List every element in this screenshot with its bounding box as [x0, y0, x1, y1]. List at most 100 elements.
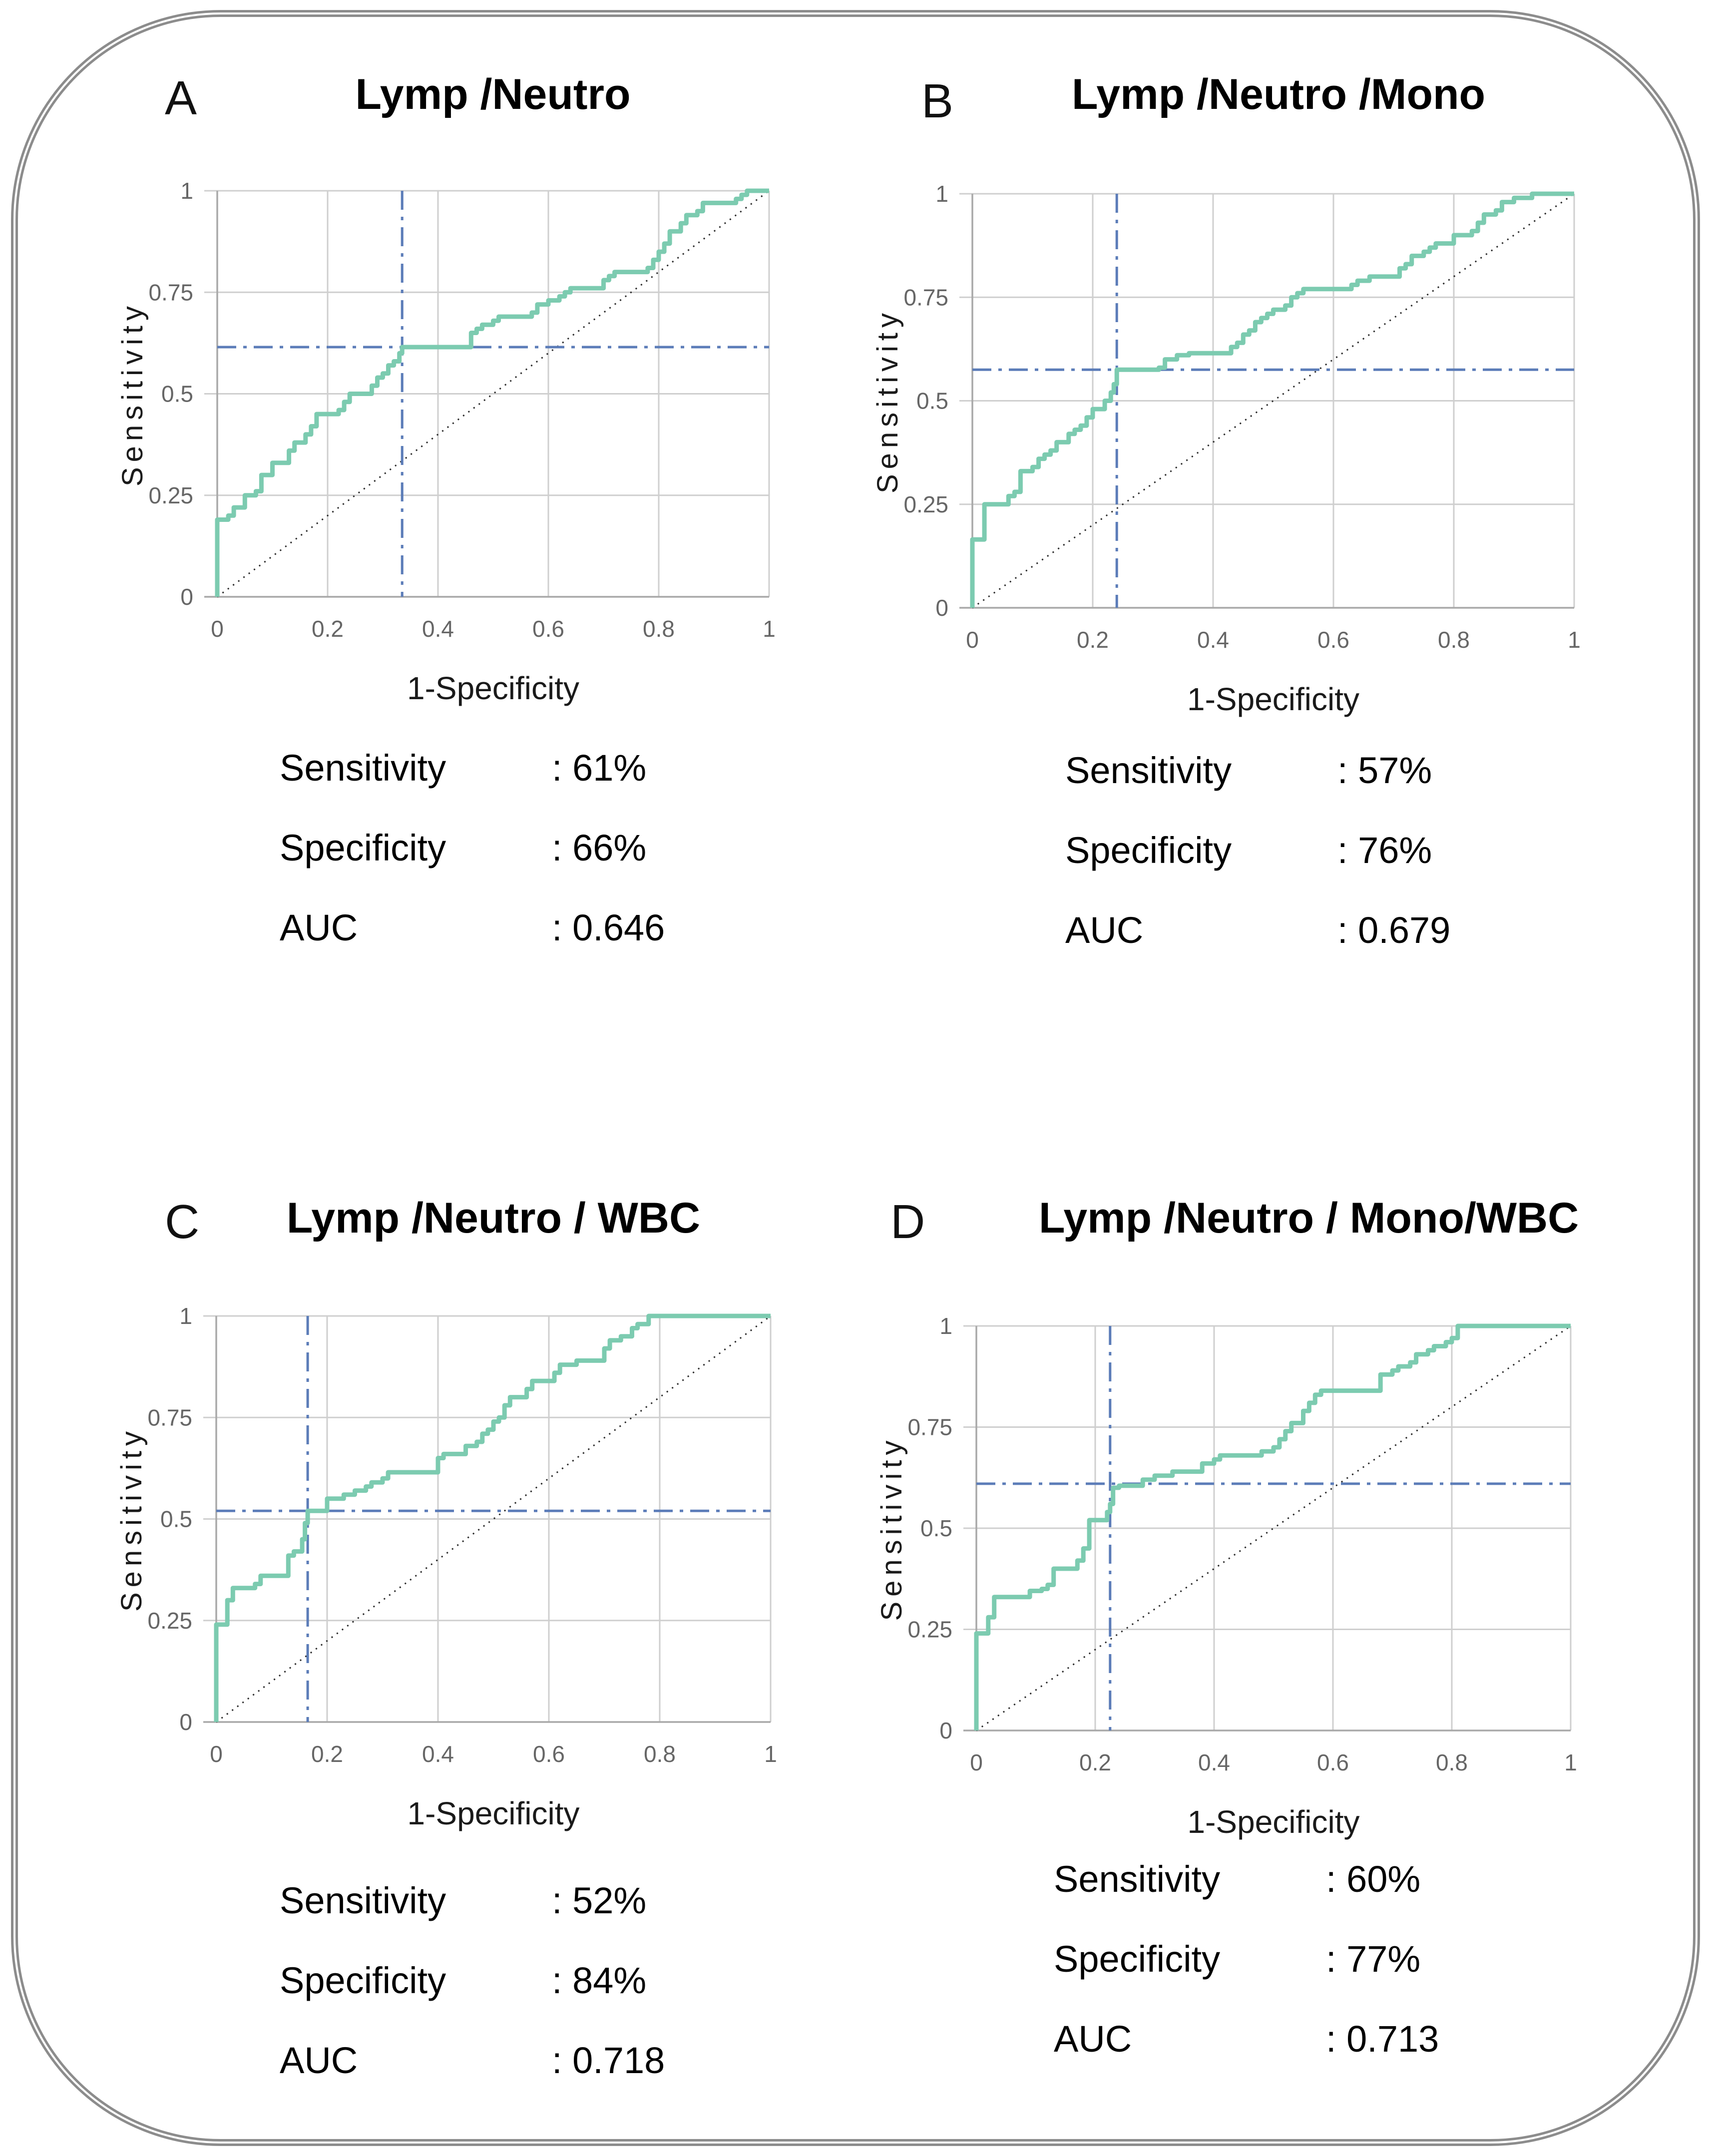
stat-label: Sensitivity — [280, 747, 446, 789]
y-tick-label: 0.5 — [920, 1515, 952, 1541]
stat-row: AUC : 0.713 — [1054, 2018, 1439, 2098]
y-tick-label: 0.75 — [147, 1404, 192, 1430]
x-tick-label: 0.8 — [1438, 627, 1470, 653]
stat-label: Sensitivity — [1054, 1858, 1221, 1900]
stat-row: Specificity: 77% — [1054, 1938, 1439, 2018]
stat-value: : 66% — [552, 827, 647, 868]
stat-label: AUC — [1054, 2018, 1132, 2060]
x-tick-label: 0.2 — [1077, 627, 1109, 653]
y-tick-label: 0.75 — [903, 284, 948, 310]
x-tick-label: 0 — [210, 1741, 223, 1767]
roc-curve — [974, 1323, 1571, 1730]
y-axis-label: Sensitivity — [115, 1426, 148, 1612]
x-axis-label: 1-Specificity — [1188, 1804, 1360, 1840]
x-tick-label: 0.4 — [422, 616, 454, 642]
panel-letter-a: A — [165, 71, 197, 125]
stat-value: : 84% — [552, 1960, 647, 2001]
y-tick-label: 0.25 — [907, 1617, 952, 1643]
stat-row: AUC : 0.646 — [280, 906, 665, 986]
stat-label: Specificity — [280, 827, 446, 868]
roc-chart-c: 0 0.25 0.5 0.75 1 0 0.2 0.4 0.6 0.8 1 1-Specificity… — [115, 1303, 777, 1831]
panel-letter-b: B — [921, 74, 954, 128]
stat-value: : 0.646 — [552, 907, 665, 948]
stat-label: Specificity — [280, 1960, 446, 2001]
x-tick-label: 0.8 — [1436, 1749, 1468, 1775]
roc-chart-d: 0 0.25 0.5 0.75 1 0 0.2 0.4 0.6 0.8 1 1-Specificity… — [875, 1313, 1577, 1840]
stat-value: : 0.679 — [1337, 909, 1451, 951]
y-tick-label: 0.75 — [148, 279, 193, 305]
stat-row: Specificity : 76% — [1065, 829, 1450, 909]
x-tick-label: 1 — [764, 1741, 777, 1767]
y-tick-label: 0 — [935, 595, 948, 621]
y-tick-label: 0.5 — [161, 381, 193, 407]
x-tick-label: 0.2 — [312, 616, 344, 642]
stat-row: Sensitivity : 61% — [280, 747, 665, 827]
roc-chart-a: 0 0.25 0.5 0.75 1 0 0.2 0.4 0.6 0.8 1 1-Specificity… — [116, 178, 776, 706]
y-tick-label: 0.5 — [916, 388, 948, 414]
x-tick-label: 0.6 — [1317, 1749, 1349, 1775]
panel-letter-d: D — [890, 1195, 925, 1249]
roc-curve — [215, 188, 769, 597]
stat-row: Sensitivity : 52% — [280, 1879, 665, 1959]
stat-label: Specificity — [1054, 1938, 1221, 1980]
x-tick-label: 0.2 — [1079, 1749, 1111, 1775]
y-axis-label: Sensitivity — [116, 301, 149, 486]
y-tick-label: 1 — [179, 1303, 192, 1329]
stat-row: Sensitivity : 57% — [1065, 749, 1450, 829]
x-tick-label: 1 — [1568, 627, 1581, 653]
stat-row: Sensitivity : 60% — [1054, 1858, 1439, 1938]
y-axis-label: Sensitivity — [875, 1435, 908, 1621]
stat-row: Specificity : 84% — [280, 1959, 665, 2039]
stat-value: : 57% — [1337, 750, 1432, 791]
panel-title-c: Lymp /Neutro / WBC — [286, 1194, 701, 1242]
stats-block-b: Sensitivity : 57% Specificity : 76% AUC : 0… — [1065, 749, 1450, 989]
x-tick-label: 0.4 — [1198, 1749, 1230, 1775]
y-tick-label: 1 — [939, 1313, 952, 1339]
y-axis-label: Sensitivity — [871, 308, 904, 493]
rounded-double-border-frame — [11, 10, 1700, 2146]
stats-block-c: Sensitivity : 52% Specificity : 84% AUC : 0… — [280, 1879, 665, 2119]
y-tick-label: 1 — [935, 181, 948, 207]
y-tick-label: 0 — [180, 584, 193, 610]
stat-value: : 60% — [1326, 1858, 1421, 1900]
roc-chart-b: 0 0.25 0.5 0.75 1 0 0.2 0.4 0.6 0.8 1 1-Specificity… — [871, 181, 1581, 717]
stat-row: Specificity : 66% — [280, 827, 665, 906]
stat-label: Specificity — [1065, 830, 1232, 871]
stat-row: AUC : 0.679 — [1065, 909, 1450, 989]
stat-label: AUC — [280, 2040, 358, 2081]
y-tick-label: 0.25 — [903, 491, 948, 517]
x-tick-label: 0.8 — [644, 1741, 676, 1767]
stat-value: : 61% — [552, 747, 647, 789]
panel-title-b: Lymp /Neutro /Mono — [1071, 70, 1486, 118]
diagonal-reference-line — [216, 1315, 771, 1723]
y-tick-label: 0.75 — [907, 1414, 952, 1440]
stat-label: Sensitivity — [1065, 750, 1232, 791]
stat-value: : 76% — [1337, 830, 1432, 871]
x-tick-label: 0.8 — [643, 616, 675, 642]
x-tick-label: 0 — [211, 616, 224, 642]
roc-curve — [970, 191, 1574, 608]
roc-curve — [214, 1313, 771, 1722]
y-tick-label: 0.25 — [147, 1608, 192, 1634]
stat-label: AUC — [1065, 909, 1144, 951]
y-tick-label: 0.5 — [160, 1506, 192, 1532]
stat-value: : 0.718 — [552, 2040, 665, 2081]
stat-value: : 0.713 — [1326, 2018, 1439, 2060]
x-axis-label: 1-Specificity — [1187, 681, 1359, 717]
stat-label: AUC — [280, 907, 358, 948]
x-tick-label: 0 — [966, 627, 979, 653]
x-axis-label: 1-Specificity — [408, 1795, 580, 1831]
x-tick-label: 0.6 — [1317, 627, 1349, 653]
x-tick-label: 0.4 — [1197, 627, 1229, 653]
x-tick-label: 0.4 — [422, 1741, 454, 1767]
panel-letter-c: C — [165, 1195, 200, 1249]
y-tick-label: 1 — [180, 178, 193, 204]
x-tick-label: 0 — [970, 1749, 983, 1775]
x-tick-label: 0.2 — [311, 1741, 343, 1767]
panel-title-d: Lymp /Neutro / Mono/WBC — [1039, 1194, 1579, 1242]
y-tick-label: 0 — [939, 1718, 952, 1743]
y-tick-label: 0.25 — [148, 482, 193, 508]
stats-block-d: Sensitivity : 60% Specificity: 77% AUC : 0… — [1054, 1858, 1439, 2098]
stat-value: : 52% — [552, 1880, 647, 1921]
stat-label: Sensitivity — [280, 1880, 446, 1921]
